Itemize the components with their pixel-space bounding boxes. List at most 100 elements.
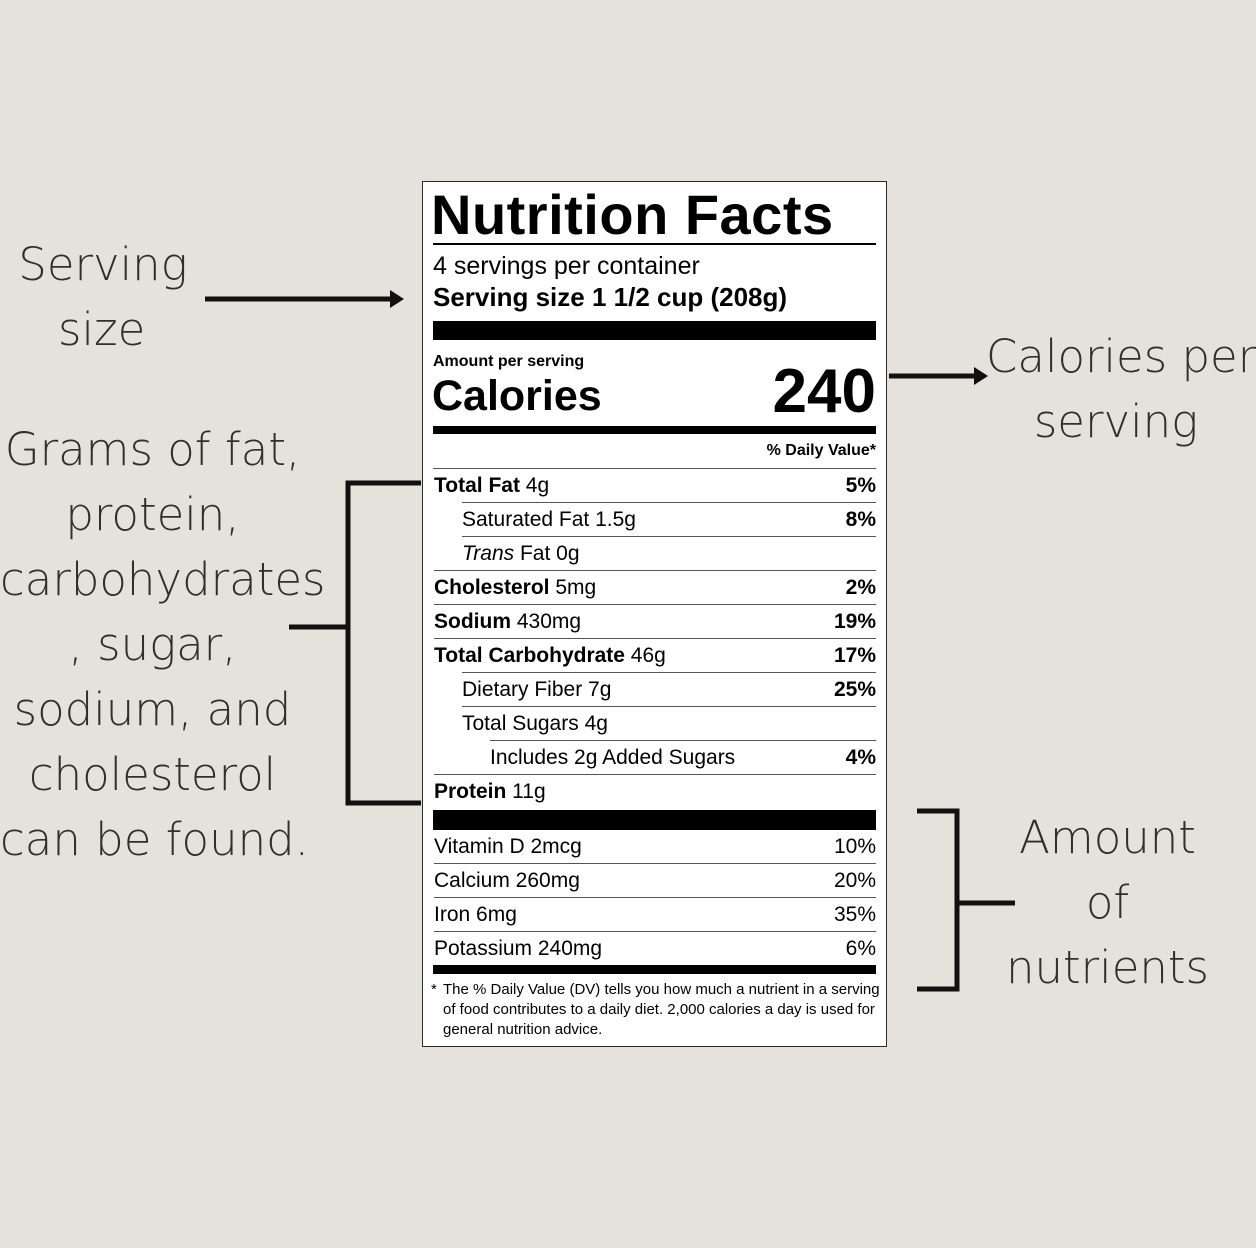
- footnote: * The % Daily Value (DV) tells you how m…: [431, 980, 881, 1040]
- row-separator: [434, 931, 876, 932]
- serving-size-arrow: [205, 290, 404, 308]
- nutrient-name: Sodium 430mg: [434, 605, 581, 639]
- footnote-star: *: [431, 981, 437, 998]
- callout-grams: Grams of fat, protein, carbohydrates , s…: [0, 417, 326, 872]
- nutrient-amount: 430mg: [511, 610, 582, 633]
- row-separator: [462, 672, 876, 673]
- vitamin-row: Iron 6mg 35%: [434, 898, 876, 932]
- callout-line: cholesterol: [28, 748, 277, 801]
- nutrient-name: Cholesterol 5mg: [434, 571, 596, 605]
- callout-line: Amount: [1019, 811, 1196, 864]
- serving-size: Serving size 1 1/2 cup (208g): [433, 282, 787, 313]
- divider-thick: [433, 810, 876, 830]
- serving-size-label: Serving size: [433, 282, 585, 312]
- serving-size-value: 1 1/2 cup (208g): [591, 282, 788, 312]
- row-separator: [434, 604, 876, 605]
- divider-medium: [433, 426, 876, 434]
- callout-line: Grams of fat,: [4, 423, 301, 476]
- vitamin-row: Calcium 260mg 20%: [434, 864, 876, 898]
- divider-thin: [433, 468, 876, 469]
- callout-nutrients: Amount of nutrients: [1000, 805, 1215, 1000]
- nutrient-name-bold: Total Carbohydrate: [434, 644, 625, 667]
- nutrient-name: Total Fat 4g: [434, 469, 549, 503]
- nutrient-row: Dietary Fiber 7g 25%: [434, 673, 876, 707]
- calories-value: 240: [772, 357, 876, 426]
- nutrient-amount: 4g: [519, 474, 550, 497]
- vitamin-row: Potassium 240mg 6%: [434, 932, 876, 966]
- nutrient-name-italic: Trans: [462, 542, 515, 565]
- nutrient-daily-value: 17%: [833, 644, 876, 667]
- callout-line: nutrients: [1006, 941, 1209, 994]
- callout-serving-size: Serving size: [18, 232, 188, 362]
- nutrient-row: Protein 11g: [434, 775, 876, 809]
- nutrient-name: Dietary Fiber 7g: [462, 673, 611, 707]
- nutrient-row: Total Fat 4g 5%: [434, 469, 876, 503]
- callout-line: of: [1085, 876, 1130, 929]
- vitamin-name: Calcium 260mg: [434, 869, 580, 892]
- nutrient-row: Total Carbohydrate 46g 17%: [434, 639, 876, 673]
- nutrient-row: Sodium 430mg 19%: [434, 605, 876, 639]
- row-separator: [434, 774, 876, 775]
- nutrient-amount: Fat 0g: [514, 542, 580, 565]
- amount-per-serving: Amount per serving: [433, 353, 585, 370]
- callout-calories: Calories per serving: [986, 324, 1256, 454]
- callout-line: , sugar,: [68, 618, 237, 671]
- callout-line: carbohydrates: [0, 553, 326, 606]
- nutrient-name: Saturated Fat 1.5g: [462, 503, 636, 537]
- callout-line: sodium, and: [13, 683, 292, 736]
- nutrient-daily-value: 2%: [845, 576, 876, 599]
- nutrient-name: Trans Fat 0g: [462, 537, 580, 571]
- nutrient-daily-value: 25%: [833, 678, 876, 701]
- daily-value-header: % Daily Value*: [766, 442, 876, 459]
- row-separator: [490, 740, 876, 741]
- vitamin-name: Vitamin D 2mcg: [434, 835, 582, 858]
- nutrient-name: Protein 11g: [434, 775, 546, 809]
- row-separator: [462, 536, 876, 537]
- label-title: Nutrition Facts: [431, 183, 834, 246]
- row-separator: [462, 706, 876, 707]
- calories-label: Calories: [432, 372, 602, 420]
- nutrient-name-bold: Total Fat: [434, 474, 520, 497]
- callout-line: can be found.: [0, 813, 309, 866]
- footnote-text: The % Daily Value (DV) tells you how muc…: [443, 981, 880, 1038]
- nutrient-name: Total Sugars 4g: [462, 707, 608, 741]
- callout-line: protein,: [65, 488, 240, 541]
- nutrient-amount: 5mg: [549, 576, 597, 599]
- callout-line: size: [58, 303, 146, 356]
- row-separator: [434, 897, 876, 898]
- nutrient-row: Trans Fat 0g: [434, 537, 876, 571]
- nutrient-amount: Includes 2g Added Sugars: [490, 746, 736, 769]
- vitamin-name: Iron 6mg: [434, 903, 517, 926]
- callout-line: Calories per: [986, 330, 1256, 383]
- row-separator: [434, 863, 876, 864]
- nutrient-amount: 11g: [506, 780, 546, 803]
- nutrient-row: Includes 2g Added Sugars 4%: [434, 741, 876, 775]
- divider-thin: [433, 243, 876, 245]
- nutrient-name: Includes 2g Added Sugars: [490, 741, 735, 775]
- nutrient-amount: Total Sugars 4g: [462, 712, 608, 735]
- vitamin-daily-value: 35%: [833, 903, 876, 926]
- nutrient-daily-value: 5%: [845, 474, 876, 497]
- vitamin-daily-value: 10%: [833, 835, 876, 858]
- servings-per-container: 4 servings per container: [433, 252, 700, 280]
- nutrient-row: Total Sugars 4g: [434, 707, 876, 741]
- nutrient-amount: Dietary Fiber 7g: [462, 678, 612, 701]
- row-separator: [434, 638, 876, 639]
- divider-medium: [433, 965, 876, 974]
- row-separator: [434, 570, 876, 571]
- vitamin-row: Vitamin D 2mcg 10%: [434, 830, 876, 864]
- row-separator: [462, 502, 876, 503]
- callout-line: serving: [1033, 395, 1199, 448]
- nutrient-name-bold: Cholesterol: [434, 576, 550, 599]
- nutrient-daily-value: 19%: [833, 610, 876, 633]
- vitamin-daily-value: 20%: [833, 869, 876, 892]
- nutrient-amount: 46g: [624, 644, 666, 667]
- vitamin-daily-value: 6%: [845, 937, 876, 960]
- calories-arrow: [889, 367, 988, 385]
- grams-bracket: [289, 480, 421, 806]
- nutrient-daily-value: 8%: [845, 508, 876, 531]
- nutrient-daily-value: 4%: [845, 746, 876, 769]
- nutrient-row: Cholesterol 5mg 2%: [434, 571, 876, 605]
- nutrient-name-bold: Sodium: [434, 610, 511, 633]
- nutrient-amount: Saturated Fat 1.5g: [462, 508, 636, 531]
